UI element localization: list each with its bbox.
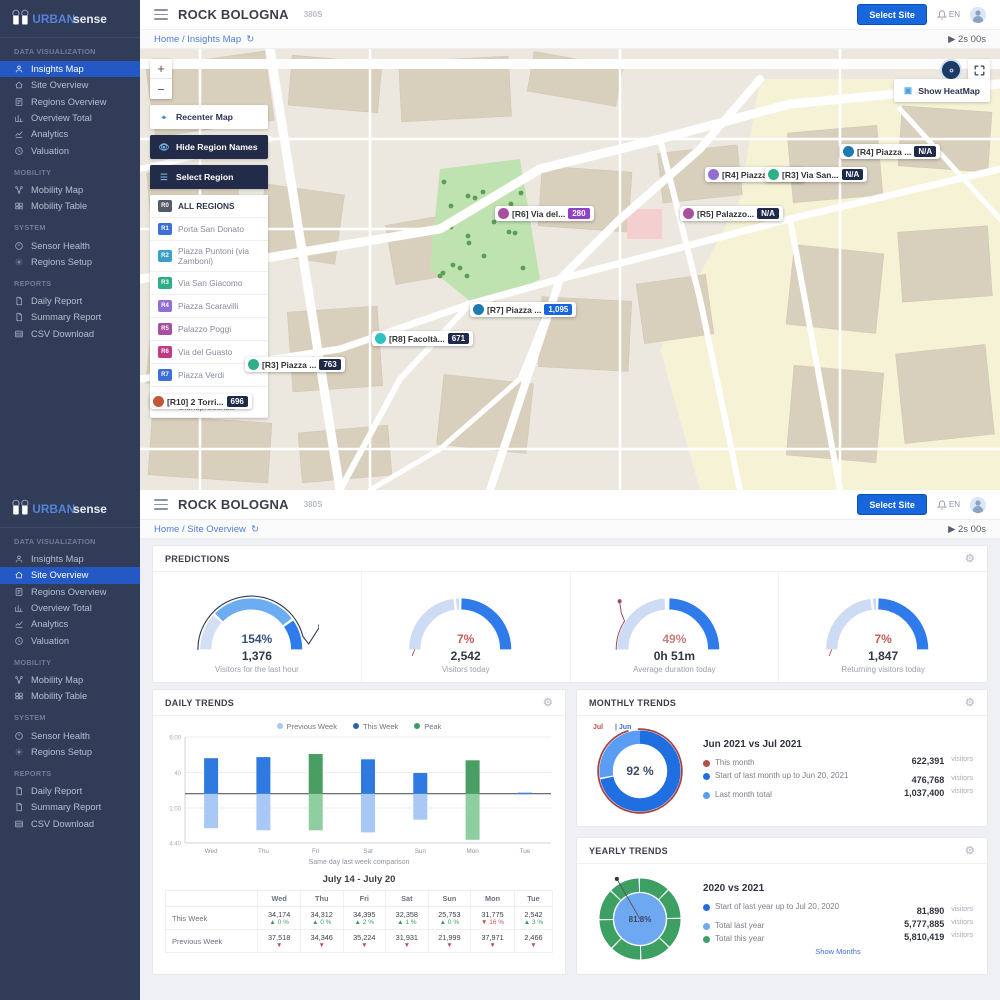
svg-text:Thu: Thu: [258, 848, 269, 855]
svg-text:4:40: 4:40: [169, 842, 181, 848]
svg-text:6:00: 6:00: [169, 736, 181, 742]
svg-text:1:00: 1:00: [169, 807, 181, 813]
svg-text:Mon: Mon: [466, 848, 479, 855]
svg-text:Tue: Tue: [520, 848, 531, 855]
svg-text:Fri: Fri: [312, 848, 319, 855]
svg-text:sense: sense: [73, 12, 107, 26]
svg-text:Wed: Wed: [205, 848, 218, 855]
svg-text:40: 40: [174, 771, 181, 777]
svg-text:Sat: Sat: [363, 848, 373, 855]
svg-text:Sun: Sun: [415, 848, 427, 855]
svg-text:URBAN: URBAN: [32, 12, 75, 26]
svg-text:sense: sense: [73, 502, 107, 516]
svg-text:URBAN: URBAN: [32, 502, 75, 516]
